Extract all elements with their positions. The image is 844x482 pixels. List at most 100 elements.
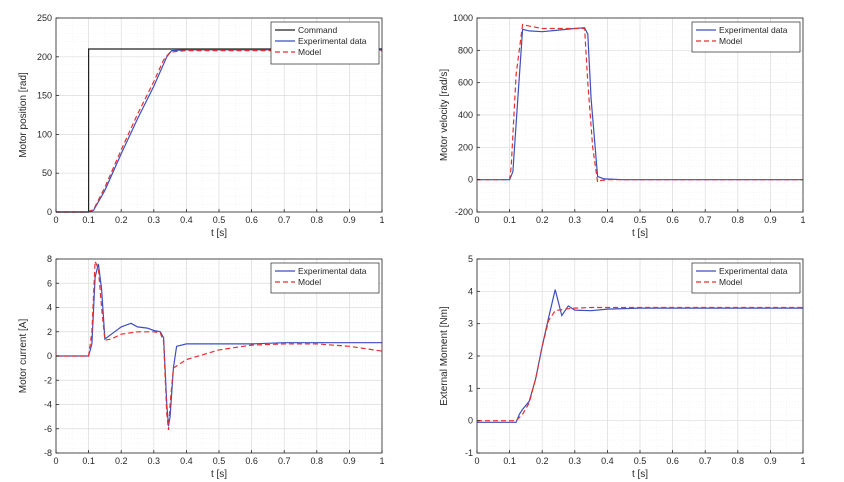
x-tick-label: 0.1 [82,456,95,466]
x-axis-label: t [s] [211,228,227,239]
x-tick-label: 0 [53,456,58,466]
x-tick-label: 0.9 [764,456,777,466]
legend-entry: Command [298,25,337,35]
x-tick-label: 0.6 [245,456,258,466]
y-tick-label: 250 [37,13,52,23]
x-tick-label: 0.5 [213,215,226,225]
series-line-model [56,49,382,213]
series-line-experimental-data [477,27,803,181]
x-tick-label: 0.3 [569,215,582,225]
x-tick-label: 1 [800,456,805,466]
x-axis-label: t [s] [211,469,227,480]
x-tick-label: 0 [53,215,58,225]
legend-entry: Experimental data [298,36,367,46]
x-tick-label: 1 [800,215,805,225]
x-tick-label: 0.6 [666,456,679,466]
legend-box [691,262,801,294]
x-tick-label: 0.2 [536,456,549,466]
x-tick-label: 0.9 [343,456,356,466]
x-tick-label: 0.7 [278,215,291,225]
y-tick-label: 800 [458,45,473,55]
x-tick-label: 0.7 [278,456,291,466]
chart-panel-3: 0 0.1 0.2 0.3 0.4 0.5 0.6 0.7 0.8 0.9 1 -8 -6 -4 -2 0 2 4… [18,254,385,480]
series-line-model [477,306,803,422]
y-axis-label: Motor position [rad] [18,72,29,158]
y-tick-label: 200 [37,52,52,62]
y-tick-label: 6 [47,278,52,288]
x-tick-label: 0.2 [115,215,128,225]
series-line-experimental-data [56,49,382,213]
x-tick-label: 0.1 [503,215,516,225]
legend-entry: Model [298,277,321,287]
x-tick-label: 0.8 [311,215,324,225]
y-tick-label: 100 [37,129,52,139]
y-tick-label: -6 [44,424,52,434]
x-tick-label: 0.9 [343,215,356,225]
x-tick-label: 0.5 [634,456,647,466]
y-tick-label: -8 [44,448,52,458]
legend-entry: Model [719,36,742,46]
x-axis-label: t [s] [632,228,648,239]
y-axis-label: Motor current [A] [18,319,29,394]
y-tick-label: 200 [458,142,473,152]
y-tick-label: 0 [47,207,52,217]
legend-box [691,21,801,53]
x-tick-label: 0.2 [115,456,128,466]
x-tick-label: 0.1 [82,215,95,225]
x-tick-label: 0.2 [536,215,549,225]
x-tick-label: 0.3 [148,215,161,225]
x-tick-label: 1 [379,456,384,466]
x-tick-label: 0 [474,456,479,466]
x-tick-label: 0.6 [245,215,258,225]
x-tick-label: 0.6 [666,215,679,225]
legend-entry: Model [719,277,742,287]
x-tick-label: 0.7 [699,456,712,466]
x-tick-label: 0.9 [764,215,777,225]
x-tick-label: 0.7 [699,215,712,225]
x-tick-label: 0.8 [732,215,745,225]
y-tick-label: -1 [465,448,473,458]
x-tick-label: 0.4 [180,456,193,466]
y-tick-label: 400 [458,110,473,120]
x-tick-label: 0.3 [148,456,161,466]
y-axis-label: External Moment [Nm] [439,306,450,406]
x-tick-label: 0.3 [569,456,582,466]
x-tick-label: 0.4 [601,456,614,466]
x-tick-label: 0.8 [311,456,324,466]
y-tick-label: 600 [458,78,473,88]
y-tick-label: 8 [47,254,52,264]
x-tick-label: 0.5 [213,456,226,466]
x-tick-label: 0.4 [601,215,614,225]
y-tick-label: 2 [468,351,473,361]
y-tick-label: -2 [44,375,52,385]
x-tick-label: 0.1 [503,456,516,466]
legend-box [270,21,380,65]
y-tick-label: 3 [468,319,473,329]
y-tick-label: -4 [44,400,52,410]
series-line-model [477,23,803,183]
x-axis-label: t [s] [632,469,648,480]
x-tick-label: 0.4 [180,215,193,225]
y-tick-label: 0 [47,351,52,361]
y-tick-label: 5 [468,254,473,264]
legend-entry: Model [298,47,321,57]
y-tick-label: -200 [455,207,473,217]
x-tick-label: 0.5 [634,215,647,225]
chart-panel-2: 0 0.1 0.2 0.3 0.4 0.5 0.6 0.7 0.8 0.9 1-2000200400… [439,13,806,239]
y-tick-label: 50 [42,168,52,178]
legend-entry: Experimental data [719,266,788,276]
series-line-model [56,261,383,431]
chart-panel-1: 0 0.1 0.2 0.3 0.4 0.5 0.6 0.7 0.8 0.9 1 0 50 100 150 20… [18,13,385,239]
y-tick-label: 1000 [453,13,473,23]
legend-box [270,262,380,294]
x-tick-label: 0 [474,215,479,225]
legend-entry: Experimental data [298,266,367,276]
x-tick-label: 0.8 [732,456,745,466]
y-axis-label: Motor velocity [rad/s] [439,69,450,161]
